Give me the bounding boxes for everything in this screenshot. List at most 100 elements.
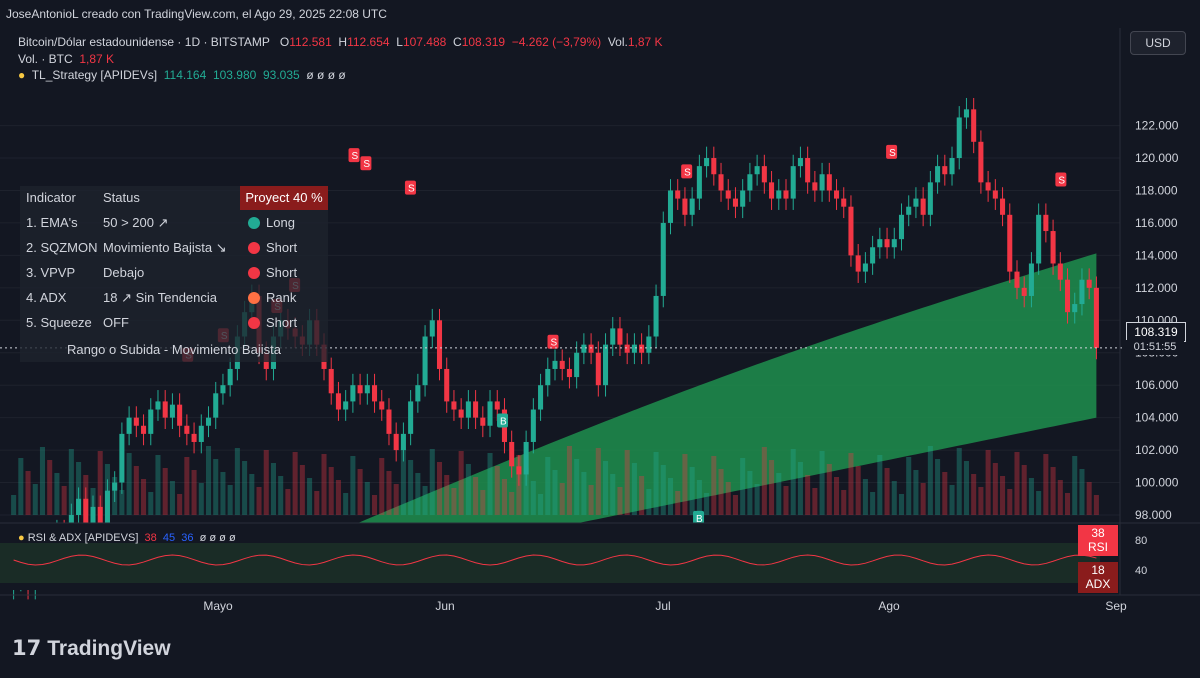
sell-signal <box>547 334 559 349</box>
header-proyect: Proyect 40 % <box>240 186 328 210</box>
volume-bar <box>328 467 334 515</box>
candle-body <box>783 190 789 199</box>
adx-tag-label: ADX <box>1085 577 1111 591</box>
volume-btc-label: Vol. · BTC <box>18 52 73 66</box>
volume-bar <box>675 491 681 515</box>
volume-bar <box>704 493 710 515</box>
volume-bar <box>617 487 623 515</box>
volume-bar <box>769 460 775 515</box>
strategy-label: TL_Strategy [APIDEVs] <box>31 68 158 82</box>
candle-body <box>357 385 363 394</box>
chart-pane[interactable]: 122.000 120.000 118.000 116.000 114.000 112.0… <box>0 28 1200 678</box>
volume-bar <box>119 490 125 515</box>
volume-bar <box>956 448 962 515</box>
row-indicator: 2. SQZMON <box>26 240 98 255</box>
candle-body <box>126 417 132 434</box>
volume-bar <box>891 481 897 515</box>
sell-signal-label: S <box>352 151 359 162</box>
volume-bar <box>610 474 616 515</box>
row-status: Debajo <box>103 265 145 280</box>
volume-bar <box>805 475 811 515</box>
volume-bar <box>588 485 594 515</box>
last-price-tag: 108.319 <box>1126 322 1186 342</box>
sell-signal-label: S <box>408 184 415 195</box>
candle-body <box>646 336 652 353</box>
volume-bar <box>1064 493 1071 515</box>
candle-body <box>559 360 565 369</box>
symbol-name: Bitcoin/Dólar estadounidense · 1D · BITS… <box>18 35 270 49</box>
volume-btc-value: 1,87 K <box>79 52 115 66</box>
candle-body <box>985 182 991 191</box>
table-footer: Rango o Subida - Movimiento Bajista <box>67 342 281 357</box>
volume-label: Vol. <box>607 35 628 49</box>
candle-body <box>1064 279 1071 313</box>
volume-bar <box>372 495 378 515</box>
volume-bar <box>234 448 240 515</box>
volume-bar <box>32 484 38 515</box>
candle-body <box>379 401 385 410</box>
volume-bar <box>740 458 746 515</box>
rsi-tag-label: RSI <box>1087 540 1108 554</box>
candle-body <box>1057 263 1063 280</box>
adx-value-tag: 18 ADX <box>1078 562 1118 593</box>
volume-bar <box>631 463 637 515</box>
volume-bar <box>1007 489 1013 515</box>
candle-body <box>935 166 941 183</box>
candle-body <box>422 336 428 386</box>
volume-bar <box>307 478 313 515</box>
high-value: 112.654 <box>347 35 390 49</box>
candle-body <box>797 158 803 167</box>
volume-bar <box>422 486 428 515</box>
candle-body <box>400 433 406 451</box>
volume-bar <box>797 462 803 515</box>
volume-bar <box>862 479 868 515</box>
rsi-axis-80: 80 <box>1135 535 1148 547</box>
candle-body <box>227 368 233 386</box>
candle-body <box>877 239 883 248</box>
volume-bar <box>213 459 219 515</box>
row-status: OFF <box>103 315 129 330</box>
volume-bar <box>436 462 443 515</box>
rsi-value-1: 38 <box>144 532 157 544</box>
sell-signal-label: S <box>889 148 896 159</box>
row-signal: Short <box>266 240 298 255</box>
candle-body <box>213 393 219 418</box>
adx-tag-value: 18 <box>1091 563 1105 577</box>
candle-body <box>603 344 609 386</box>
close-label: C <box>453 35 462 49</box>
buy-signal-label: B <box>696 514 703 525</box>
candle-body <box>1072 304 1078 313</box>
volume-bar <box>545 457 551 515</box>
candle-body <box>112 482 118 491</box>
volume-bar <box>870 492 876 515</box>
candle-body <box>761 166 767 183</box>
candle-body <box>141 425 147 434</box>
volume-bar <box>848 453 854 515</box>
candle-body <box>913 198 919 207</box>
y-tick-label: 114.000 <box>1135 248 1178 262</box>
volume-bar <box>47 460 53 515</box>
candle-body <box>631 344 637 353</box>
candle-body <box>754 166 760 175</box>
volume-bar <box>660 465 666 515</box>
volume-bar <box>906 457 912 515</box>
volume-bar <box>1043 454 1049 515</box>
volume-bar <box>566 446 572 515</box>
rsi-value-3: 36 <box>181 532 194 544</box>
candle-body <box>732 198 738 207</box>
volume-bar <box>682 454 688 515</box>
status-dot-icon <box>248 217 260 229</box>
volume-bar <box>711 456 717 515</box>
y-tick-label: 98.000 <box>1135 508 1172 522</box>
candle-body <box>119 433 125 483</box>
currency-button[interactable]: USD <box>1130 31 1186 55</box>
volume-bar <box>480 490 486 515</box>
volume-bar <box>350 456 356 515</box>
x-tick-label: Ago <box>878 599 900 613</box>
volume-bar <box>61 486 67 515</box>
rsi-zeros: ø ø ø ø <box>199 532 236 544</box>
volume-bar <box>444 475 450 515</box>
candle-body <box>1036 214 1042 264</box>
buy-signal-label: B <box>500 417 507 428</box>
candle-body <box>588 344 594 353</box>
